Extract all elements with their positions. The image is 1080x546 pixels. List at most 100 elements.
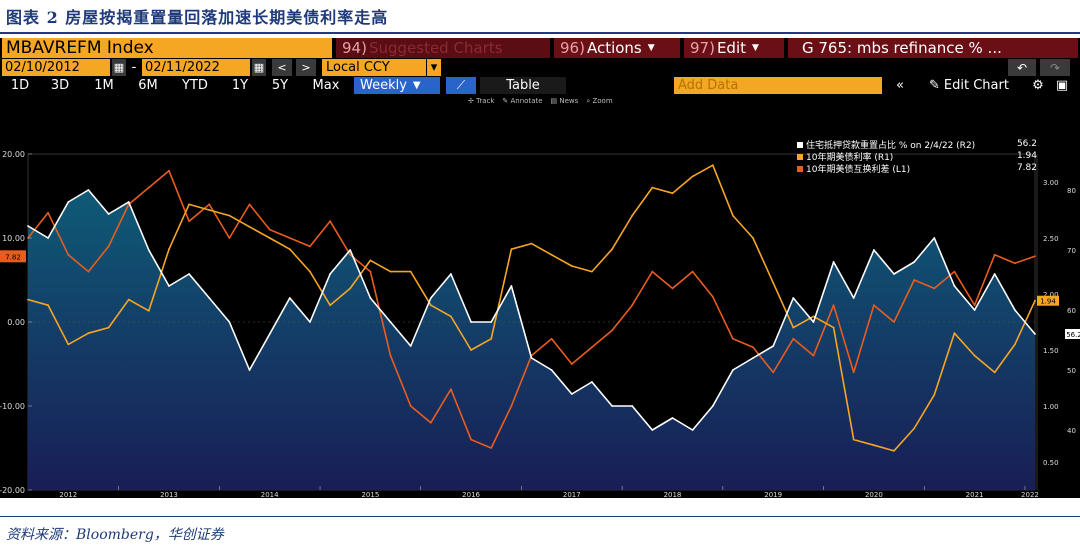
swap-spread-point: [369, 270, 372, 273]
swap-spread-point: [711, 295, 714, 298]
refinance-point: [490, 321, 493, 323]
refinance-point: [611, 405, 613, 407]
refinance-point: [510, 285, 513, 287]
legend-label: 住宅抵押贷款重置占比 % on 2/4/22 (R2): [806, 140, 976, 151]
period-5y[interactable]: 5Y: [271, 78, 289, 93]
legend-swatch: [797, 141, 803, 148]
swap-spread-point: [329, 220, 331, 223]
refinance-point: [389, 321, 392, 323]
swap-spread-point: [611, 329, 613, 332]
ten-year-yield-point: [591, 270, 593, 273]
edit-chart-button[interactable]: ✎ Edit Chart: [916, 77, 1022, 94]
refinance-point: [450, 273, 452, 275]
refinance-point: [309, 321, 311, 323]
currency-select[interactable]: Local CCY: [322, 59, 426, 76]
suggested-charts-button[interactable]: 94) Suggested Charts: [336, 38, 550, 58]
refinance-point: [1034, 333, 1036, 335]
swap-spread-point: [953, 270, 956, 273]
swap-spread-last-tag: [0, 250, 26, 263]
ten-year-yield-point: [973, 354, 976, 357]
actions-menu[interactable]: 96) Actions ▼: [554, 38, 680, 58]
ten-year-yield-point: [127, 298, 130, 301]
swap-spread-point: [570, 363, 573, 365]
legend-value: 1.94: [1016, 151, 1037, 161]
line-chart[interactable]: 20.0010.000.00-10.00-20.003.002.502.001.…: [0, 94, 1080, 498]
mini-toolbar: ✢ Track ✎ Annotate ▤ News ⌕ Zoom: [468, 94, 613, 108]
swap-spread-point: [107, 245, 110, 248]
period-1y[interactable]: 1Y: [231, 78, 249, 93]
edit-menu[interactable]: 97) Edit ▼: [684, 38, 784, 58]
period-max[interactable]: Max: [312, 78, 340, 93]
left-axis-tick-label: 10.00: [2, 234, 25, 243]
ten-year-yield-point: [27, 298, 29, 301]
refinance-point: [349, 249, 352, 251]
ten-year-yield-point: [792, 326, 795, 329]
refinance-point: [67, 201, 70, 203]
ten-year-yield-point: [611, 248, 613, 251]
period-3d[interactable]: 3D: [50, 78, 70, 93]
period-6m[interactable]: 6M: [138, 78, 158, 93]
refinance-point: [832, 261, 835, 263]
refinance-last-tag: [1065, 329, 1080, 339]
refinance-point: [852, 297, 855, 299]
line-chart-icon[interactable]: ⟋: [446, 77, 476, 94]
ten-year-yield-point: [228, 214, 231, 217]
refinance-point: [530, 357, 533, 359]
next-period-icon[interactable]: >: [296, 59, 316, 76]
footer-divider: [0, 516, 1080, 517]
chevron-down-icon[interactable]: ▾: [427, 59, 441, 76]
period-1m[interactable]: 1M: [94, 78, 114, 93]
track-tool[interactable]: ✢ Track: [468, 97, 495, 105]
zoom-tool[interactable]: ⌕ Zoom: [586, 96, 613, 105]
swap-spread-point: [248, 203, 251, 206]
frequency-select[interactable]: Weekly ▼: [354, 77, 440, 94]
right-axis-r1-tick-label: 1.00: [1043, 403, 1059, 411]
news-tool[interactable]: ▤ News: [550, 97, 579, 105]
collapse-icon[interactable]: «: [896, 78, 904, 93]
settings-icon[interactable]: ⚙: [1032, 78, 1044, 93]
refinance-point: [933, 237, 936, 239]
undo-icon[interactable]: ↶: [1008, 59, 1036, 76]
ten-year-yield-point: [369, 259, 372, 262]
refinance-point: [913, 261, 916, 263]
swap-spread-point: [792, 337, 795, 340]
legend-item-10y-yield: 10年期美债利率 (R1) 1.94: [797, 150, 1037, 163]
swap-spread-point: [288, 237, 291, 239]
period-ytd[interactable]: YTD: [182, 78, 208, 93]
refinance-point: [591, 381, 593, 383]
grid-icon[interactable]: ▣: [1055, 78, 1069, 93]
ten-year-yield-point: [691, 175, 694, 178]
source-note: 资料来源：Bloomberg，华创证券: [6, 527, 224, 543]
table-button[interactable]: Table: [480, 77, 566, 94]
ten-year-yield-point: [329, 304, 331, 307]
ten-year-yield-point: [168, 248, 170, 251]
swap-spread-point: [832, 304, 835, 307]
refinance-point: [772, 345, 775, 347]
refinance-point: [1014, 309, 1016, 311]
swap-spread-point: [732, 337, 734, 340]
calendar-icon[interactable]: ▦: [252, 59, 266, 76]
swap-spread-point: [691, 270, 694, 273]
ticker-field[interactable]: MBAVREFM Index: [2, 38, 332, 58]
refinance-point: [208, 297, 211, 299]
swap-spread-point: [228, 237, 231, 239]
ten-year-yield-point: [490, 337, 493, 340]
swap-spread-point: [268, 228, 271, 231]
start-date-input[interactable]: 02/10/2012: [2, 59, 110, 76]
redo-icon[interactable]: ↷: [1040, 59, 1070, 76]
ten-year-yield-point: [510, 248, 513, 251]
right-axis-r2-tick-label: 50: [1067, 367, 1076, 375]
prev-period-icon[interactable]: <: [272, 59, 292, 76]
right-axis-r1-tick-label: 1.50: [1043, 347, 1059, 355]
period-1d[interactable]: 1D: [10, 78, 30, 93]
legend-item-refinance: 住宅抵押贷款重置占比 % on 2/4/22 (R2) 56.2: [797, 138, 1037, 151]
add-data-input[interactable]: Add Data: [674, 77, 882, 94]
x-axis-tick-label: 2017: [563, 491, 581, 498]
legend-label: 10年期美债互换利差 (L1): [806, 164, 911, 175]
ten-year-yield-point: [873, 444, 875, 447]
ten-year-yield-point: [953, 332, 956, 335]
swap-spread-point: [591, 346, 593, 349]
calendar-icon[interactable]: ▦: [112, 59, 126, 76]
end-date-input[interactable]: 02/11/2022: [142, 59, 250, 76]
annotate-tool[interactable]: ✎ Annotate: [502, 97, 543, 105]
